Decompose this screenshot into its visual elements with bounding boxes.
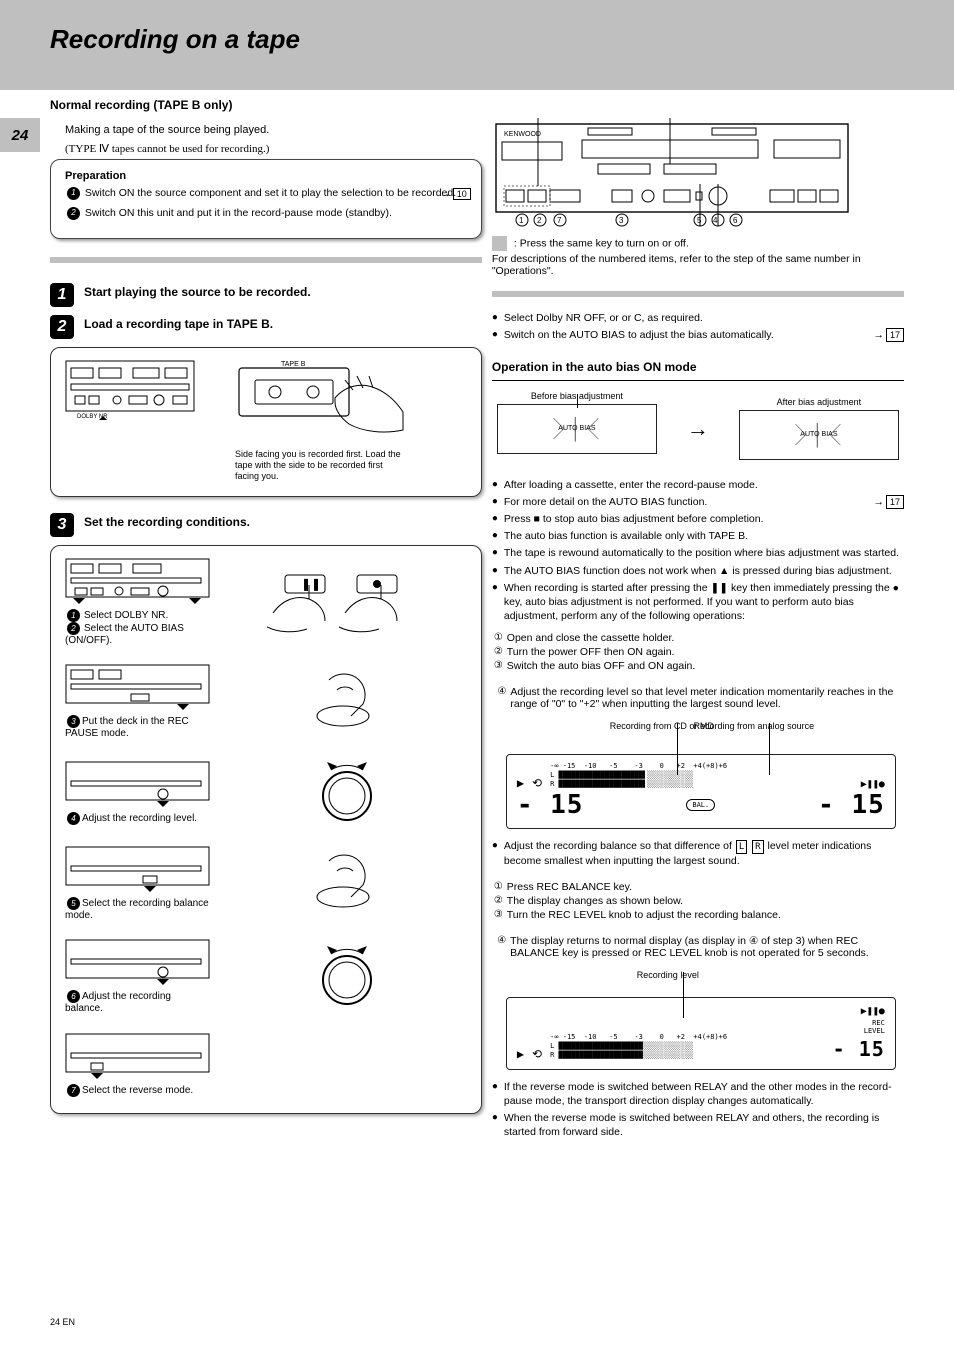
mini-panel-icon — [65, 846, 210, 894]
auto-bias-displays: Before bias adjustment ＼ │ ／ AUTO BIAS ／… — [492, 391, 904, 465]
page-footer: 24 EN — [50, 1317, 904, 1327]
arrow-right-icon: → — [687, 416, 709, 442]
mini-panel-icon — [65, 558, 210, 606]
mini-panel-icon — [65, 1033, 210, 1081]
prep-step-1: 1 Switch ON the source component and set… — [65, 186, 467, 200]
device-front-panel: KENWOOD — [492, 118, 904, 228]
turn-knob-icon — [307, 942, 387, 1012]
auto-bias-title: Operation in the auto bias ON mode — [492, 360, 904, 374]
prep-typenote: (TYPE Ⅳ tapes cannot be used for recordi… — [65, 142, 482, 155]
footnote-block: : Press the same key to turn on or off. … — [492, 236, 904, 277]
svg-text:KENWOOD: KENWOOD — [504, 131, 541, 138]
svg-text:3: 3 — [619, 216, 624, 225]
page-tab: 24 — [0, 118, 40, 152]
svg-text:2: 2 — [537, 216, 542, 225]
step-2: 2 Load a recording tape in TAPE B. — [50, 315, 482, 339]
s3-row-4: 4Adjust the recording level. — [65, 758, 467, 828]
op-bullets: ●Select Dolby NR OFF, or or C, as requir… — [492, 311, 904, 342]
level-display-1: ▶ ⟲ -∞ -15 -10 -5 -3 0 +2 +4(+8)+6 L ███… — [506, 754, 896, 829]
mini-panel-icon — [65, 939, 210, 987]
press-key-icon — [307, 853, 387, 913]
page-title: Recording on a tape — [50, 24, 904, 55]
step-2-box: DOLBY NR TAPE B Side facing — [50, 347, 482, 496]
dot-2-icon: 2 — [67, 207, 80, 220]
prep-heading: Preparation — [65, 170, 467, 182]
page-ref-10: →10 — [440, 188, 471, 200]
gray-square-icon — [492, 236, 507, 251]
svg-text:6: 6 — [733, 216, 738, 225]
divider — [50, 257, 482, 263]
svg-text:4: 4 — [713, 216, 718, 225]
step-2-badge: 2 — [50, 315, 74, 339]
divider — [492, 291, 904, 297]
svg-text:5: 5 — [697, 216, 702, 225]
s3-row-12: 1Select DOLBY NR. 2Select the AUTO BIAS … — [65, 558, 467, 647]
prep-step-2: 2 Switch ON this unit and put it in the … — [65, 206, 467, 220]
svg-text:TAPE B: TAPE B — [281, 361, 306, 368]
svg-text:1: 1 — [519, 216, 524, 225]
step-3: 3 Set the recording conditions. — [50, 513, 482, 537]
step-3-box: 1Select DOLBY NR. 2Select the AUTO BIAS … — [50, 545, 482, 1114]
mini-panel-icon: DOLBY NR — [65, 360, 195, 420]
level-display-2: ▶ ⟲ -∞ -15 -10 -5 -3 0 +2 +4(+8)+6 L ███… — [506, 997, 896, 1070]
press-key-icon — [307, 672, 387, 732]
mini-panel-icon — [65, 664, 210, 712]
s3-row-6: 6Adjust the recording balance. — [65, 939, 467, 1015]
s3-row-7: 7Select the reverse mode. — [65, 1033, 467, 1097]
preparation-box: Preparation 1 Switch ON the source compo… — [50, 159, 482, 239]
s3-row-5: 5Select the recording balance mode. — [65, 846, 467, 922]
page-subtitle: Normal recording (TAPE B only) — [0, 90, 954, 118]
dot-1-icon: 1 — [67, 187, 80, 200]
mini-panel-icon — [65, 761, 210, 809]
s3-row-3: 3Put the deck in the REC PAUSE mode. — [65, 664, 467, 740]
prep-lead: Making a tape of the source being played… — [65, 124, 482, 136]
step-1: 1 Start playing the source to be recorde… — [50, 283, 482, 307]
cassette-caption: Side facing you is recorded first. Load … — [235, 449, 405, 481]
step-3-badge: 3 — [50, 513, 74, 537]
svg-text:7: 7 — [557, 216, 562, 225]
cassette-insert-icon: TAPE B — [235, 360, 415, 440]
svg-text:❚❚: ❚❚ — [301, 577, 321, 591]
step-1-badge: 1 — [50, 283, 74, 307]
press-two-keys-icon: ❚❚ — [267, 567, 427, 637]
turn-knob-icon — [307, 758, 387, 828]
